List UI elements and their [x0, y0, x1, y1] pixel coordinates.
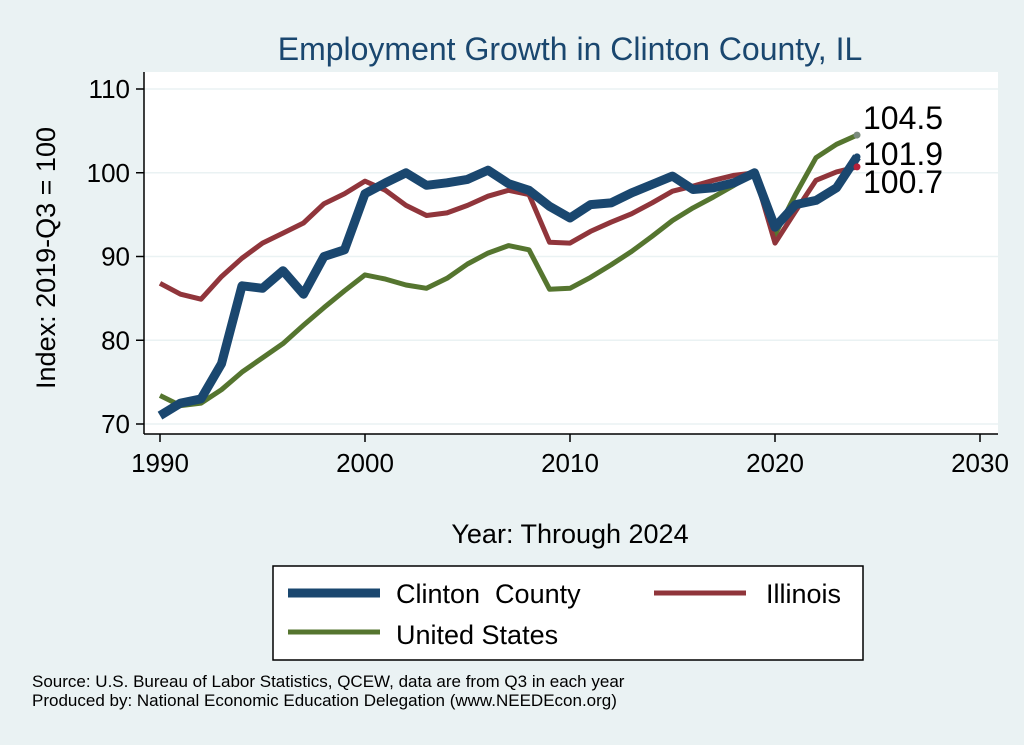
- y-tick-label-70: 70: [101, 409, 130, 439]
- legend-label-illinois: Illinois: [766, 579, 841, 609]
- end-marker-illinois: [853, 163, 861, 171]
- y-tick-label-110: 110: [89, 74, 130, 104]
- y-tick-label-100: 100: [87, 158, 130, 188]
- y-tick-label-80: 80: [101, 325, 130, 355]
- end-label-clinton-county: 101.9: [863, 136, 943, 172]
- end-marker-united-states: [853, 131, 861, 139]
- chart-title: Employment Growth in Clinton County, IL: [278, 31, 863, 67]
- series-lines: [157, 132, 861, 420]
- x-tick-label-2030: 2030: [951, 448, 1009, 478]
- x-tick-label-1990: 1990: [131, 448, 189, 478]
- end-marker-clinton-county: [853, 153, 861, 161]
- x-tick-label-2000: 2000: [336, 448, 394, 478]
- legend-box: [272, 565, 864, 661]
- x-axis-label: Year: Through 2024: [451, 519, 688, 549]
- source-line: Source: U.S. Bureau of Labor Statistics,…: [32, 672, 625, 691]
- end-label-united-states: 104.5: [863, 100, 943, 136]
- x-tick-label-2010: 2010: [541, 448, 599, 478]
- legend-label-clinton-county: Clinton County: [396, 579, 581, 609]
- series-line-clinton-county: [157, 154, 861, 420]
- end-label-illinois: 100.7: [863, 164, 943, 200]
- source-note: Source: U.S. Bureau of Labor Statistics,…: [32, 672, 624, 710]
- legend: Clinton County Illinois United States: [272, 565, 864, 661]
- x-tick-label-2020: 2020: [746, 448, 804, 478]
- legend-label-united-states: United States: [396, 620, 558, 650]
- y-tick-label-90: 90: [101, 242, 130, 272]
- y-axis-label: Index: 2019-Q3 = 100: [31, 127, 61, 389]
- produced-by-line: Produced by: National Economic Education…: [32, 691, 617, 710]
- axes: 70 80 90 100 110 1990 2000 2010 2020 2030: [87, 72, 1009, 478]
